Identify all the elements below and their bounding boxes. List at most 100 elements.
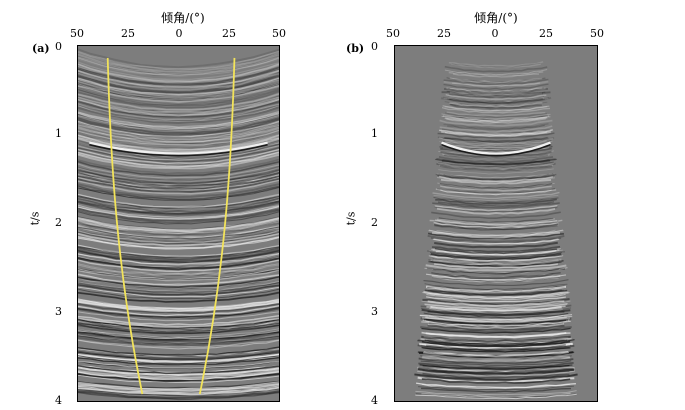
- panel-a-ytick-2: 2: [55, 216, 62, 229]
- reflection-event: [78, 183, 279, 198]
- panel-a-ytick-0: 0: [55, 40, 62, 53]
- reflection-event: [426, 250, 566, 258]
- panel-b-gather: [394, 45, 598, 402]
- reflection-event: [418, 366, 574, 374]
- reflection-event: [432, 202, 560, 209]
- reflection-event: [78, 298, 279, 309]
- reflection-event: [78, 80, 279, 98]
- reflection-event: [436, 162, 556, 170]
- reflection-event: [442, 105, 550, 112]
- reflection-event: [421, 378, 571, 384]
- reflection-event: [422, 372, 570, 379]
- reflection-event: [428, 229, 564, 237]
- reflection-event: [78, 198, 279, 214]
- reflection-event: [78, 95, 279, 114]
- reflection-event: [78, 160, 279, 177]
- reflection-event: [426, 344, 566, 351]
- reflection-event: [78, 118, 279, 137]
- reflection-event: [438, 137, 553, 144]
- reflection-event: [78, 52, 279, 72]
- reflection-event: [78, 253, 279, 265]
- reflection-event: [440, 185, 552, 192]
- reflection-event: [425, 316, 567, 323]
- reflection-event: [441, 91, 551, 98]
- reflection-event: [447, 124, 545, 131]
- reflection-event: [440, 189, 552, 196]
- reflection-event: [78, 63, 279, 83]
- reflection-event: [429, 219, 563, 227]
- reflection-event: [78, 291, 279, 303]
- reflection-event: [78, 66, 279, 85]
- reflection-event: [433, 223, 559, 231]
- reflection-event: [433, 268, 559, 274]
- reflection-event: [439, 164, 553, 172]
- reflection-event: [78, 200, 279, 215]
- reflection-event: [78, 71, 279, 89]
- reflection-event: [78, 382, 279, 391]
- reflection-event: [441, 113, 551, 120]
- reflection-event: [433, 196, 559, 203]
- reflection-event: [421, 316, 571, 324]
- reflection-event: [424, 304, 568, 310]
- reflection-event: [78, 176, 279, 192]
- reflection-event: [78, 100, 279, 118]
- reflection-event: [426, 285, 566, 293]
- reflection-event: [443, 80, 549, 88]
- reflection-event: [78, 221, 279, 236]
- reflection-event: [78, 93, 279, 111]
- reflection-event: [78, 124, 279, 141]
- reflection-event: [78, 383, 279, 392]
- reflection-event: [78, 256, 279, 269]
- reflection-event: [78, 273, 279, 287]
- reflection-event: [78, 217, 279, 232]
- reflection-event: [421, 327, 571, 334]
- reflection-event: [443, 144, 549, 150]
- reflection-event: [78, 329, 279, 339]
- reflection-event: [432, 191, 560, 200]
- reflection-event: [78, 305, 279, 317]
- reflection-event: [78, 263, 279, 276]
- reflection-event: [78, 111, 279, 129]
- reflection-event: [78, 122, 279, 139]
- reflection-event: [430, 252, 562, 259]
- reflection-event: [78, 281, 279, 292]
- reflection-event: [451, 62, 541, 68]
- reflection-event: [446, 90, 546, 97]
- reflection-event: [433, 220, 559, 227]
- reflection-event: [78, 288, 279, 300]
- reflection-event: [418, 362, 574, 369]
- reflection-event: [78, 231, 279, 245]
- reflection-event: [449, 77, 543, 84]
- reflection-event: [78, 158, 279, 175]
- reflection-event: [432, 238, 560, 245]
- reflection-event: [449, 102, 543, 109]
- reflection-event: [415, 393, 577, 400]
- reflection-event: [78, 114, 279, 131]
- reflection-event: [78, 329, 279, 340]
- reflection-event: [436, 188, 556, 195]
- reflection-event: [423, 291, 569, 299]
- reflection-event: [433, 223, 559, 230]
- reflection-event: [424, 302, 568, 310]
- reflection-event: [442, 158, 550, 166]
- reflection-event: [78, 71, 279, 91]
- panel-a-ytick-1: 1: [55, 127, 62, 140]
- reflection-event: [437, 132, 555, 139]
- reflection-event: [437, 161, 555, 169]
- reflection-event: [449, 87, 543, 93]
- reflection-event: [440, 184, 552, 190]
- reflection-event: [426, 293, 566, 301]
- reflection-event: [427, 324, 565, 331]
- reflection-event: [436, 207, 556, 215]
- reflection-event: [438, 156, 554, 163]
- reflection-event: [78, 69, 279, 88]
- reflection-event: [442, 115, 550, 122]
- reflection-event: [78, 74, 279, 94]
- mute-curve-left: [106, 57, 144, 395]
- reflection-event: [430, 289, 562, 295]
- reflection-event: [425, 264, 567, 272]
- reflection-event: [78, 111, 279, 130]
- reflection-event: [78, 83, 279, 101]
- reflection-event: [424, 318, 568, 325]
- reflection-event: [78, 111, 279, 129]
